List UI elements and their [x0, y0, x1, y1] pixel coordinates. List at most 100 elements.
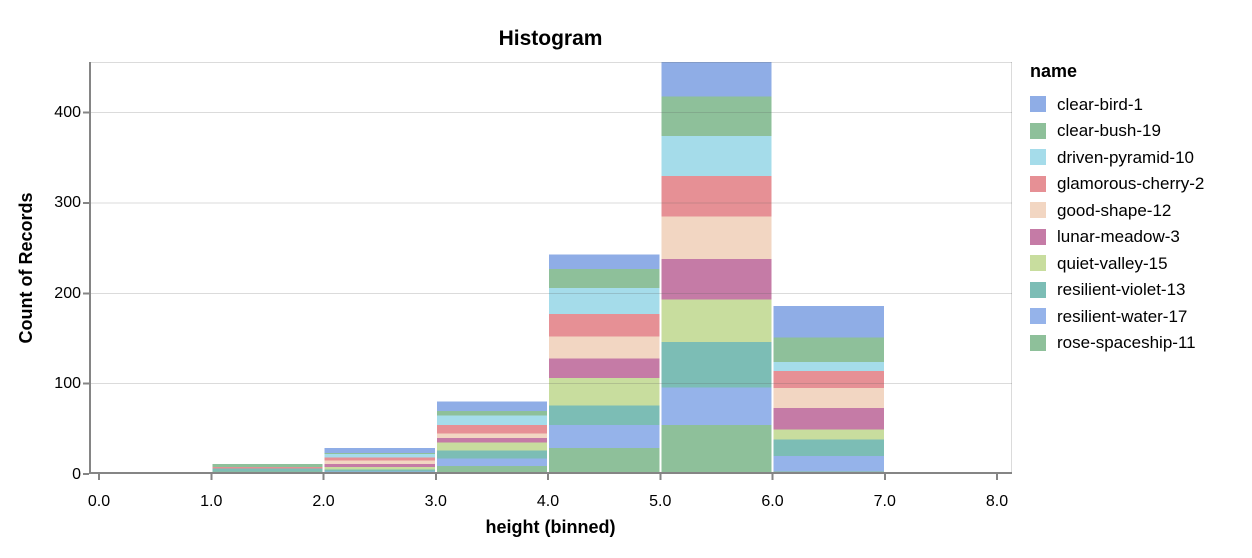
legend-rows: clear-bird-1 clear-bush-19 driven-pyramid-…	[1030, 96, 1204, 351]
bar-segment	[436, 437, 548, 443]
x-tick-label: 3.0	[424, 493, 447, 510]
bar-segment	[436, 450, 548, 459]
legend-swatch	[1030, 281, 1046, 298]
bar-segment	[661, 62, 772, 97]
legend-item-label: clear-bird-1	[1057, 94, 1143, 114]
legend-item-label: resilient-violet-13	[1057, 280, 1186, 299]
legend-swatch	[1030, 228, 1046, 245]
legend-item-label: lunar-meadow-3	[1057, 227, 1180, 246]
x-tick-label: 2.0	[312, 493, 335, 510]
legend-swatch	[1030, 149, 1046, 165]
legend-swatch	[1030, 308, 1046, 324]
legend-swatch	[1030, 202, 1046, 218]
bar-segment	[549, 287, 660, 315]
bar-segment	[661, 342, 772, 388]
bar-segment	[212, 464, 323, 467]
bar-segment	[549, 405, 660, 426]
bar-segment	[661, 216, 772, 259]
bar-segment	[661, 425, 772, 474]
x-tick-label: 0.0	[87, 493, 111, 510]
bar-segment	[549, 268, 660, 288]
bar-segment	[436, 433, 548, 438]
legend-item: clear-bird-1	[1030, 94, 1204, 114]
bar-segment	[324, 457, 435, 461]
bar-segment	[436, 458, 548, 466]
legend-item-label: good-shape-12	[1057, 200, 1172, 220]
y-tick-label: 100	[54, 375, 81, 393]
bar-segment	[436, 442, 548, 451]
legend-item: lunar-meadow-3	[1030, 227, 1204, 246]
legend-item-label: clear-bush-19	[1057, 121, 1161, 140]
bar-segment	[324, 466, 435, 470]
bar-segment	[661, 387, 772, 426]
bar-segment	[773, 337, 884, 362]
bar-segment	[324, 464, 435, 467]
x-tick-label: 1.0	[200, 493, 223, 510]
bar-segment	[549, 425, 660, 448]
y-axis-title: Count of Records	[16, 192, 36, 344]
bar-segment	[436, 415, 548, 426]
bar-segment	[436, 425, 548, 434]
bar-segment	[661, 136, 772, 176]
bar-segment	[773, 429, 884, 440]
y-tick-label: 200	[54, 284, 81, 302]
bar-segment	[324, 460, 435, 465]
bar-segment	[324, 454, 435, 458]
bar-segment	[436, 465, 548, 474]
legend-item: clear-bush-19	[1030, 121, 1204, 140]
legend-swatch	[1030, 122, 1046, 139]
legend-item-label: driven-pyramid-10	[1057, 147, 1194, 167]
legend-item: driven-pyramid-10	[1030, 147, 1204, 167]
bar-segment	[773, 455, 884, 472]
bar-segment	[324, 469, 435, 472]
y-tick-label: 0	[72, 465, 81, 483]
bar-segment	[549, 254, 660, 269]
legend-item: good-shape-12	[1030, 200, 1204, 220]
legend-item: rose-spaceship-11	[1030, 333, 1204, 352]
x-axis-title: height (binned)	[485, 517, 616, 537]
legend-item: glamorous-cherry-2	[1030, 174, 1205, 193]
x-tick-label: 4.0	[536, 493, 560, 510]
bar-segment	[549, 336, 660, 359]
bar-segment	[773, 371, 884, 389]
legend-swatch	[1030, 175, 1046, 192]
bar-segment	[212, 466, 323, 469]
y-tick-label: 400	[54, 104, 81, 122]
legend-item-label: resilient-water-17	[1057, 306, 1188, 326]
legend-item: resilient-water-17	[1030, 306, 1204, 326]
x-tick-label: 6.0	[761, 493, 784, 510]
legend-title: name	[1030, 61, 1078, 81]
chart-title: Histogram	[498, 27, 603, 50]
bar-segment	[549, 314, 660, 337]
bar-segment	[549, 378, 660, 406]
legend-item: quiet-valley-15	[1030, 253, 1204, 273]
histogram-svg	[83, 62, 1012, 480]
bar-segment	[773, 439, 884, 456]
legend-swatch	[1030, 96, 1046, 112]
x-tick-label: 8.0	[985, 493, 1009, 510]
bar-segment	[549, 447, 660, 474]
bar-segment	[436, 401, 548, 411]
legend-swatch	[1030, 255, 1046, 271]
bar-segment	[661, 258, 772, 300]
bar-segment	[773, 408, 884, 430]
x-tick-label: 7.0	[873, 493, 896, 510]
legend-item-label: quiet-valley-15	[1057, 253, 1168, 273]
legend-item: resilient-violet-13	[1030, 280, 1204, 299]
bar-segment	[549, 358, 660, 379]
legend: name clear-bird-1 clear-bush-19 driven-pyr…	[1030, 62, 1204, 361]
legend-item-label: glamorous-cherry-2	[1057, 174, 1205, 193]
legend-item-label: rose-spaceship-11	[1057, 333, 1196, 352]
bar-segment	[661, 175, 772, 217]
plot-area	[83, 62, 1012, 480]
bar-segment	[661, 96, 772, 137]
y-tick-label: 300	[54, 194, 81, 212]
bar-segment	[661, 299, 772, 343]
legend-swatch	[1030, 334, 1046, 351]
bar-segment	[436, 410, 548, 416]
bar-segment	[212, 468, 323, 472]
bar-segment	[324, 453, 435, 455]
bar-segment	[773, 305, 884, 338]
bar-segment	[324, 447, 435, 454]
